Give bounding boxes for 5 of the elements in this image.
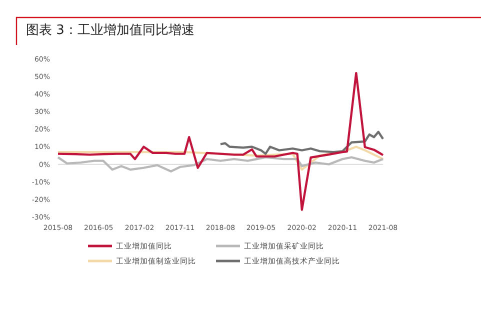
line-series: [56, 146, 384, 171]
line-series: [56, 72, 384, 211]
line-series: [56, 156, 384, 172]
line-series: [219, 130, 384, 155]
chart-title: 图表 3：工业增加值同比增速: [26, 23, 194, 38]
